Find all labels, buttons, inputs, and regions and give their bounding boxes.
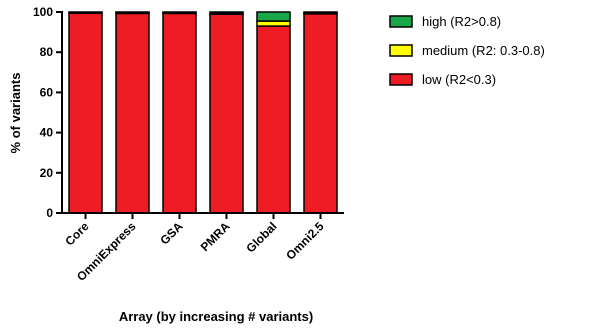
legend-swatch	[389, 73, 413, 86]
x-category-label: PMRA	[198, 219, 233, 254]
bar-segment-gsa-2	[162, 11, 197, 14]
bar-segment-global-1	[256, 20, 291, 27]
bar-segment-pmra-2	[209, 11, 244, 14]
bar-segment-omniexpress-0	[115, 12, 150, 214]
legend-swatch	[389, 44, 413, 57]
bar-segment-gsa-0	[162, 12, 197, 214]
x-category-label: Omni2.5	[283, 219, 327, 263]
legend: high (R2>0.8) medium (R2: 0.3-0.8) low (R2…	[389, 14, 545, 87]
bar-segment-global-0	[256, 25, 291, 214]
legend-label: high (R2>0.8)	[422, 14, 501, 29]
bar-segment-omni2-5-2	[303, 11, 338, 14]
x-category-label: GSA	[157, 219, 186, 248]
axes-group	[61, 11, 344, 214]
y-tick-label: 60	[40, 85, 54, 99]
bar-segment-omniexpress-2	[115, 11, 150, 14]
y-tick-label: 40	[40, 126, 54, 140]
bar-segment-omni2-5-0	[303, 13, 338, 214]
x-axis-title: Array (by increasing # variants)	[119, 309, 313, 324]
y-tick-label: 20	[40, 166, 54, 180]
bar-segment-pmra-0	[209, 13, 244, 214]
y-tick-label: 100	[33, 5, 53, 19]
y-ticks-group: 0 20 40 60 80 100	[33, 5, 62, 220]
x-category-label: Core	[62, 219, 91, 248]
legend-label: medium (R2: 0.3-0.8)	[422, 43, 545, 58]
legend-swatch	[389, 15, 413, 28]
bar-segment-core-2	[68, 11, 103, 14]
bar-segment-core-0	[68, 12, 103, 214]
y-axis-title: % of variants	[8, 73, 23, 154]
y-tick-label: 0	[46, 206, 53, 220]
bar-segment-global-2	[256, 11, 291, 22]
legend-label: low (R2<0.3)	[422, 72, 496, 87]
y-tick-label: 80	[40, 45, 54, 59]
x-category-label: Global	[243, 219, 279, 255]
bars-group	[68, 11, 338, 214]
